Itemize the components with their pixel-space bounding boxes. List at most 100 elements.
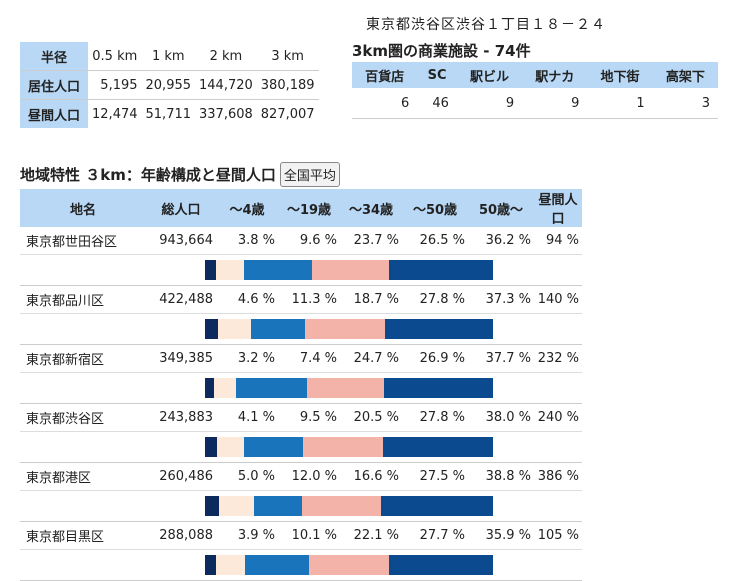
age-share-under4: 3.8 %	[216, 227, 278, 255]
region-name: 東京都新宿区	[20, 344, 146, 373]
column-header-age34: ～34歳	[340, 189, 402, 227]
daytime-population-ratio: 105 %	[534, 521, 582, 550]
age-bar-cell	[20, 372, 582, 404]
facility-type-header: 駅ビル	[456, 62, 523, 88]
age-bar-segment	[309, 555, 390, 575]
population-value: 144,720	[195, 70, 257, 100]
age-bar-cell	[20, 313, 582, 345]
age-share-under50: 27.8 %	[402, 285, 468, 314]
population-value: 51,711	[145, 106, 192, 122]
region-age-table: 地名 総人口 ～4歳 ～19歳 ～34歳 ～50歳 50歳～ 昼間人口 東京都世…	[20, 189, 582, 581]
age-bar-segment	[216, 555, 246, 575]
age-share-under34: 18.7 %	[340, 285, 402, 314]
region-name: 東京都目黒区	[20, 521, 146, 550]
age-bar-segment	[205, 496, 220, 516]
region-name: 東京都世田谷区	[20, 227, 146, 255]
age-bar-segment	[205, 437, 217, 457]
age-share-over50: 36.2 %	[468, 227, 534, 255]
age-bar-cell	[20, 490, 582, 522]
age-share-under50: 27.8 %	[402, 403, 468, 432]
age-bar-row	[20, 254, 582, 286]
resident-population-row: 居住人口 5,195 20,955 144,720 380,189	[20, 70, 319, 100]
radius-header-row: 半径 0.5 km 1 km 2 km 3 km	[20, 42, 319, 71]
age-bar-segment	[218, 319, 251, 339]
age-bar-segment	[205, 260, 216, 280]
column-header-age4: ～4歳	[216, 189, 278, 227]
age-composition-bar	[205, 496, 493, 516]
column-header-age50plus: 50歳～	[468, 189, 534, 227]
population-value: 827,007	[260, 106, 315, 122]
population-value: 20,955	[141, 70, 196, 100]
age-share-under19: 9.6 %	[278, 227, 340, 255]
age-share-under50: 27.7 %	[402, 521, 468, 550]
age-composition-bar	[205, 319, 493, 339]
age-share-under19: 11.3 %	[278, 285, 340, 314]
age-bar-segment	[216, 437, 245, 457]
age-bar-segment	[245, 555, 310, 575]
facilities-count-row: 6 46 9 9 1 3	[352, 88, 718, 119]
column-header-name: 地名	[20, 189, 146, 227]
age-share-under19: 7.4 %	[278, 344, 340, 373]
facilities-table: 百貨店 SC 駅ビル 駅ナカ 地下街 高架下 6 46 9 9 1 3	[352, 62, 718, 119]
age-bar-segment	[205, 555, 217, 575]
facility-count: 46	[417, 88, 457, 119]
age-bar-segment	[381, 496, 493, 516]
total-population: 288,088	[146, 521, 216, 550]
age-composition-bar	[205, 378, 493, 398]
age-bar-segment	[303, 437, 384, 457]
age-bar-segment	[388, 260, 493, 280]
age-bar-segment	[389, 555, 493, 575]
facility-type-header: SC	[417, 62, 457, 88]
age-share-over50: 37.7 %	[468, 344, 534, 373]
daytime-population-row: 昼間人口 12,474 51,711 337,608 827,007	[20, 99, 319, 128]
column-header-age19: ～19歳	[278, 189, 340, 227]
column-header-daytime: 昼間人口	[534, 189, 582, 227]
age-bar-segment	[235, 378, 307, 398]
region-row: 東京都目黒区 288,088 3.9 % 10.1 % 22.1 % 27.7 % 35.9…	[20, 521, 582, 550]
age-bar-row	[20, 549, 582, 581]
region-section-title: 地域特性 ３km：年齢構成と昼間人口 全国平均	[20, 162, 340, 187]
facility-type-header: 駅ナカ	[522, 62, 588, 88]
age-bar-segment	[244, 437, 304, 457]
daytime-population-ratio: 94 %	[534, 227, 582, 255]
daytime-population-ratio: 240 %	[534, 403, 582, 432]
age-share-under34: 22.1 %	[340, 521, 402, 550]
age-share-over50: 37.3 %	[468, 285, 534, 314]
facility-count: 1	[587, 88, 653, 119]
age-bar-segment	[205, 319, 219, 339]
age-share-under50: 26.5 %	[402, 227, 468, 255]
facility-type-header: 百貨店	[352, 62, 418, 88]
age-bar-segment	[306, 378, 385, 398]
total-population: 943,664	[146, 227, 216, 255]
total-population: 243,883	[146, 403, 216, 432]
age-share-under4: 3.2 %	[216, 344, 278, 373]
age-composition-bar	[205, 260, 493, 280]
daytime-population-ratio: 232 %	[534, 344, 582, 373]
age-share-under4: 4.6 %	[216, 285, 278, 314]
age-share-under34: 23.7 %	[340, 227, 402, 255]
age-share-under4: 5.0 %	[216, 462, 278, 491]
daytime-population-ratio: 386 %	[534, 462, 582, 491]
region-row: 東京都世田谷区 943,664 3.8 % 9.6 % 23.7 % 26.5 % 36.2…	[20, 227, 582, 255]
national-average-button[interactable]: 全国平均	[279, 162, 340, 187]
total-population: 349,385	[146, 344, 216, 373]
region-name: 東京都渋谷区	[20, 403, 146, 432]
facility-count: 9	[522, 88, 588, 119]
age-share-over50: 35.9 %	[468, 521, 534, 550]
age-bar-row	[20, 372, 582, 404]
region-row: 東京都渋谷区 243,883 4.1 % 9.5 % 20.5 % 27.8 % 38.0 …	[20, 403, 582, 432]
population-value: 337,608	[199, 106, 253, 122]
age-bar-segment	[254, 496, 302, 516]
age-bar-segment	[383, 437, 493, 457]
population-value: 380,189	[256, 70, 319, 100]
region-name: 東京都品川区	[20, 285, 146, 314]
facilities-title: 3km圏の商業施設 - 74件	[352, 42, 531, 60]
age-bar-segment	[250, 319, 305, 339]
age-bar-segment	[214, 378, 236, 398]
age-bar-row	[20, 313, 582, 345]
age-bar-segment	[301, 496, 382, 516]
age-bar-segment	[219, 496, 254, 516]
facility-type-header: 地下街	[587, 62, 653, 88]
row-label: 昼間人口	[20, 99, 89, 128]
address-label: 東京都渋谷区渋谷１丁目１８－２４	[366, 17, 606, 33]
